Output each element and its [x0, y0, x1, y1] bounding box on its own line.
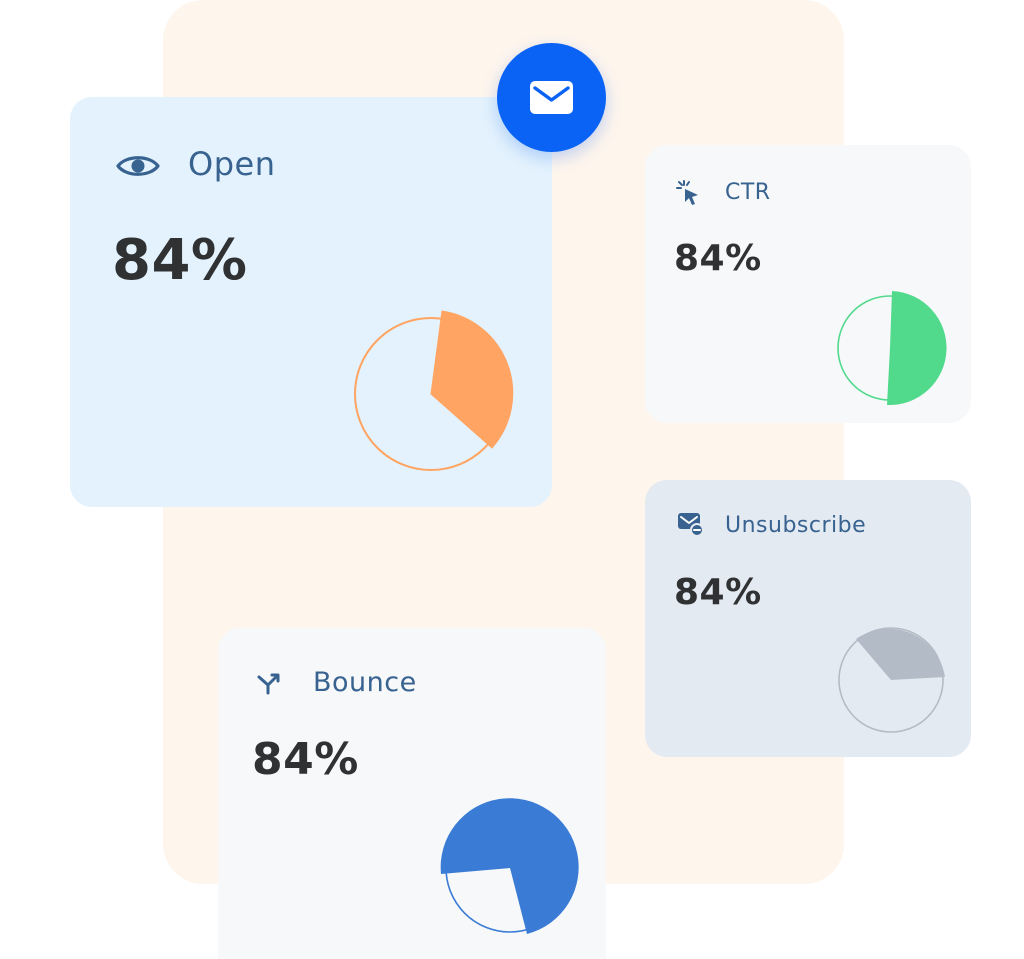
ctr-metric-card: CTR 84% — [645, 145, 971, 423]
open-label: Open — [188, 145, 276, 183]
eye-icon — [116, 156, 160, 176]
unsubscribe-metric-card: Unsubscribe 84% — [645, 480, 971, 757]
bounce-label: Bounce — [313, 667, 417, 698]
mail-icon — [530, 81, 573, 114]
mail-badge — [497, 43, 606, 152]
bounce-pie-chart — [440, 798, 579, 934]
mail-minus-icon — [678, 513, 704, 537]
ctr-label: CTR — [725, 180, 771, 205]
unsubscribe-label: Unsubscribe — [725, 513, 867, 538]
cursor-click-icon — [676, 180, 698, 205]
open-pie-chart — [354, 310, 514, 471]
open-value: 84% — [112, 228, 248, 293]
ctr-pie-chart — [837, 291, 947, 406]
ctr-value: 84% — [674, 238, 762, 279]
bounce-arrows-icon — [257, 673, 280, 695]
unsubscribe-pie-chart — [838, 627, 945, 733]
bounce-metric-card: Bounce 84% — [218, 628, 606, 959]
unsubscribe-value: 84% — [674, 572, 762, 613]
bounce-value: 84% — [252, 734, 359, 785]
open-metric-card: Open 84% — [70, 97, 552, 507]
